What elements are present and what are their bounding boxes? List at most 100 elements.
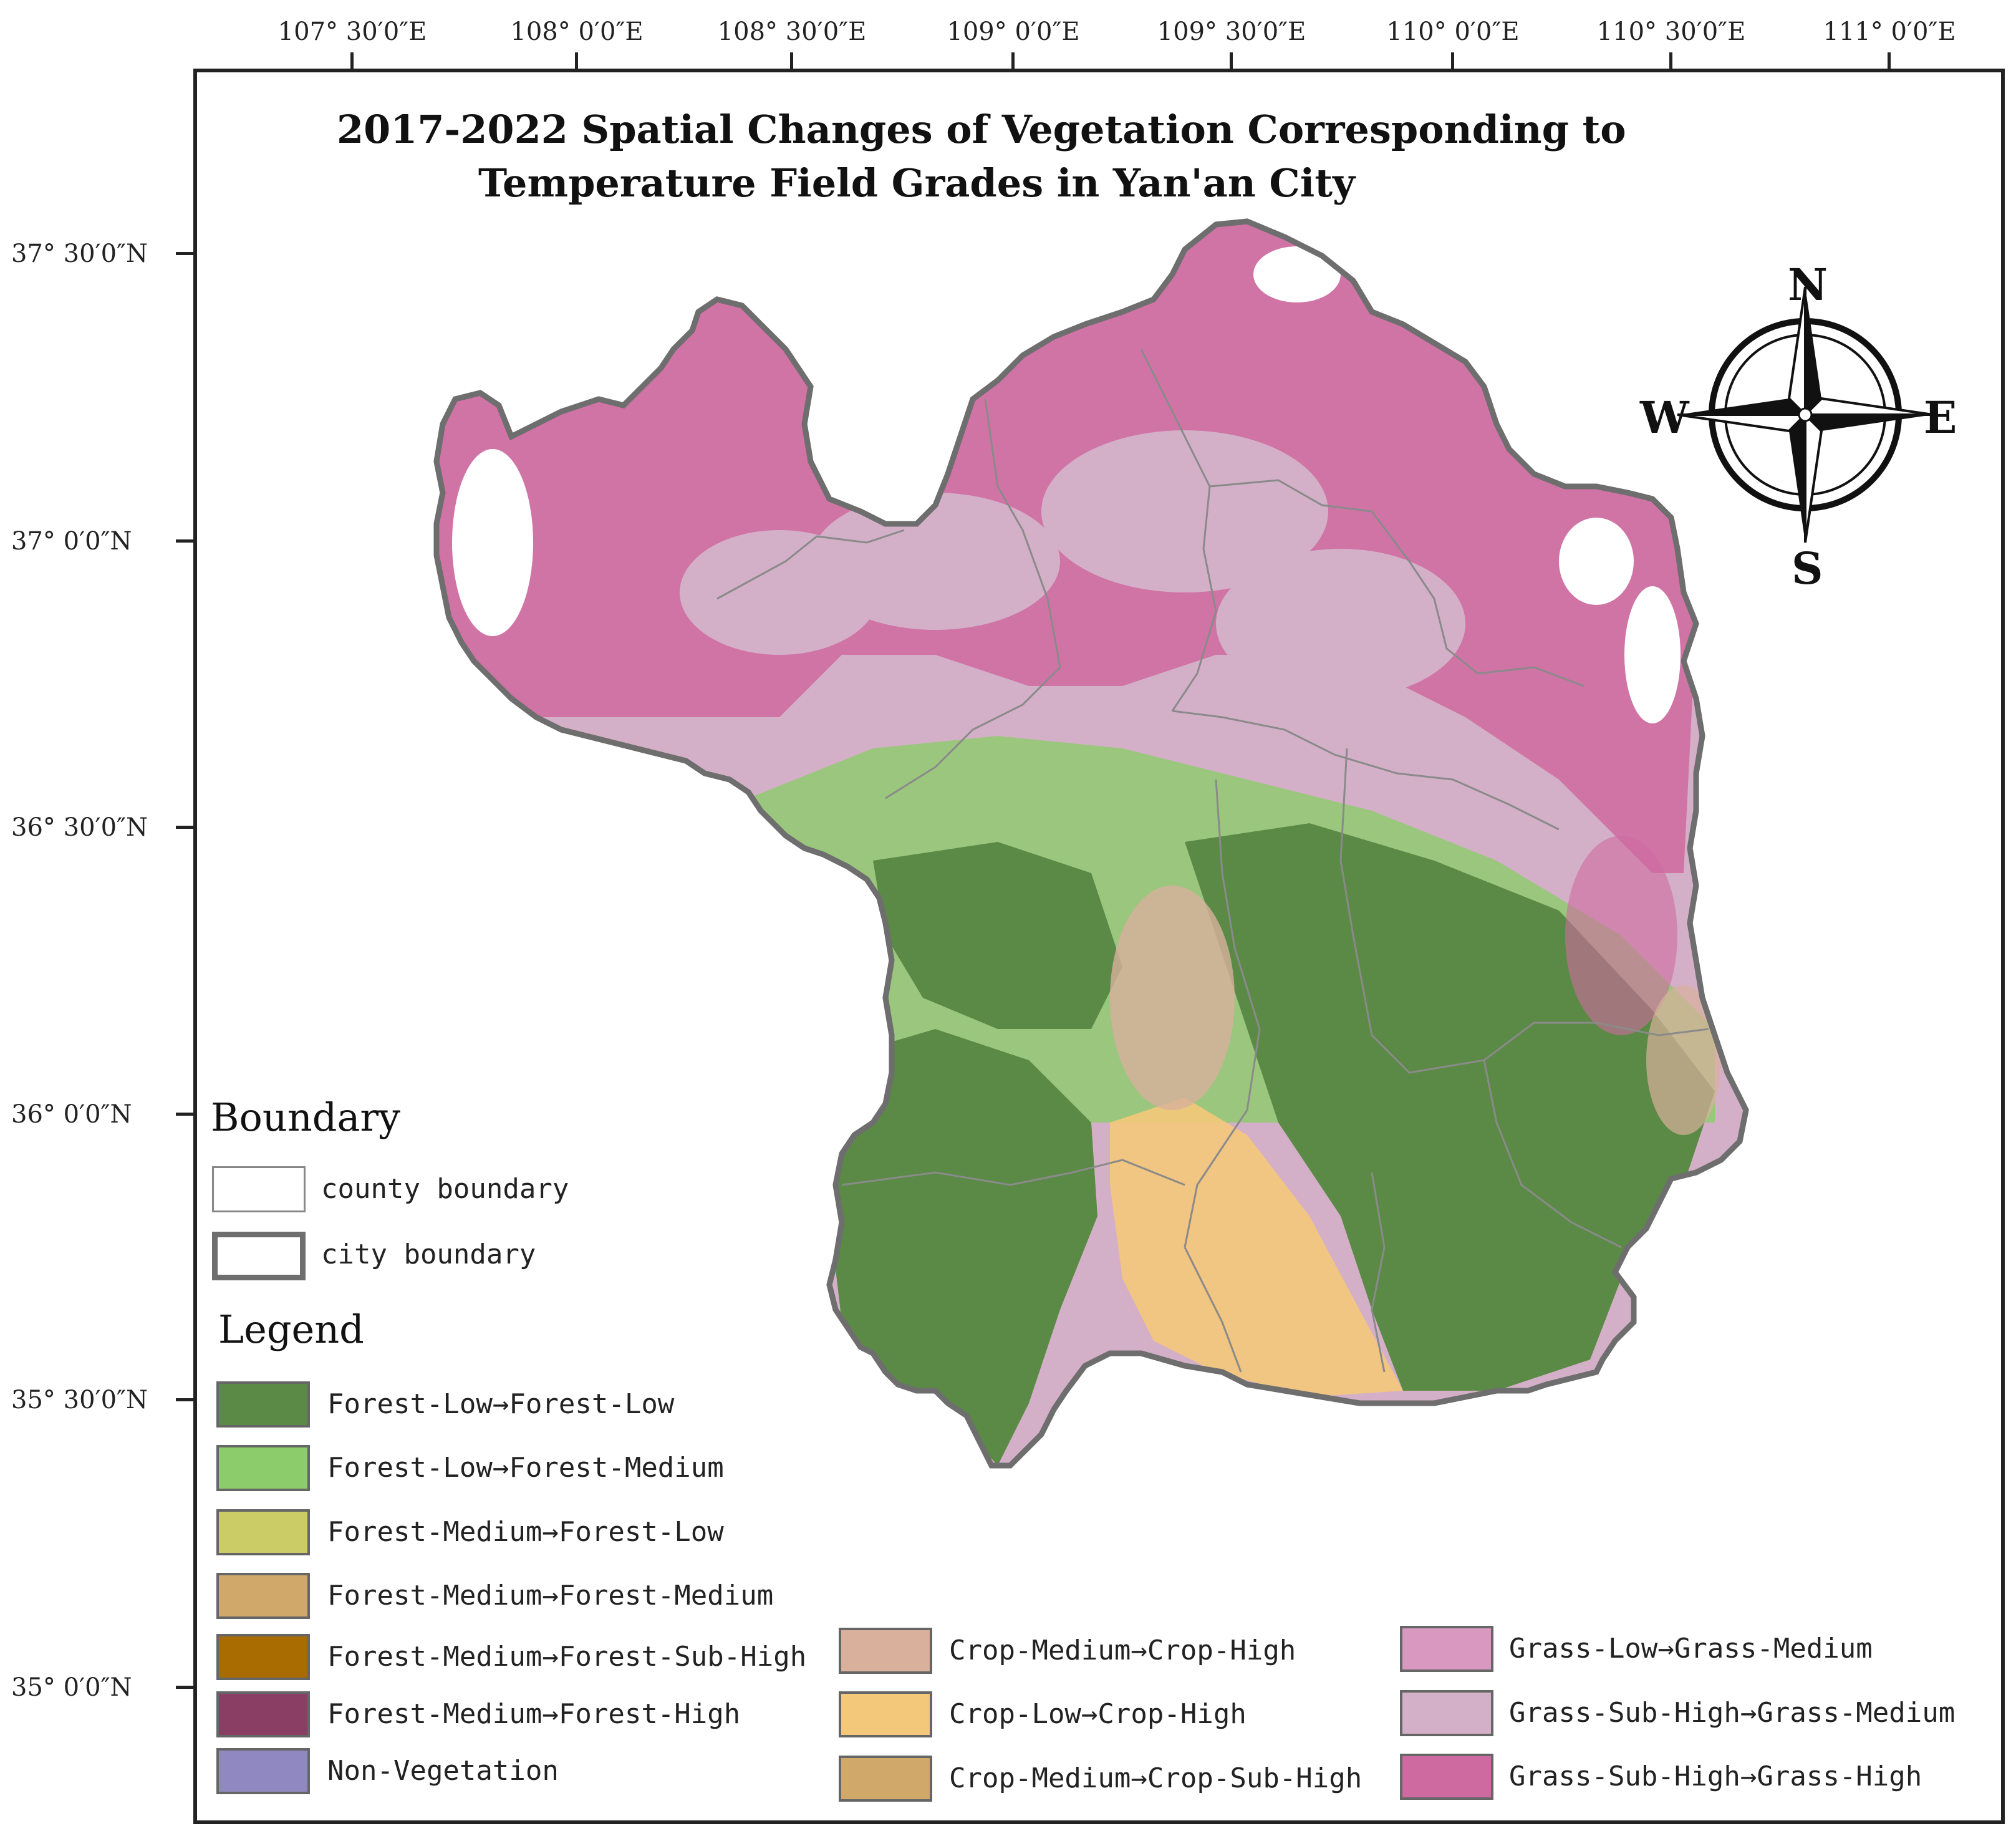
legend-label: Forest-Low→Forest-Low — [327, 1388, 675, 1420]
longitude-label: 109° 30′0″E — [1157, 17, 1306, 46]
boundary-legend-heading: Boundary — [211, 1094, 401, 1140]
legend-swatch — [216, 1573, 310, 1619]
longitude-tick — [350, 52, 354, 70]
county-boundaries — [716, 349, 1709, 1373]
legend-heading: Legend — [218, 1307, 364, 1352]
grass-medium-patch — [1041, 430, 1328, 592]
county-boundary-line — [716, 529, 905, 600]
legend-swatch — [839, 1691, 932, 1737]
latitude-label: 37° 0′0″N — [11, 527, 132, 556]
latitude-tick — [176, 1398, 195, 1401]
county-boundary-line — [1184, 779, 1261, 1248]
map-frame — [193, 69, 2005, 1824]
legend-label: Forest-Medium→Forest-High — [327, 1698, 741, 1730]
county-boundary-line — [885, 728, 974, 800]
legend-label: Forest-Low→Forest-Medium — [327, 1452, 724, 1484]
legend-swatch — [216, 1748, 310, 1794]
legend-label: Crop-Medium→Crop-Sub-High — [949, 1762, 1362, 1794]
county-boundary-line — [1339, 748, 1485, 1074]
legend-label: Grass-Sub-High→Grass-High — [1509, 1761, 1922, 1792]
white-patch — [452, 449, 533, 636]
city-boundary — [433, 218, 1749, 1469]
longitude-tick — [790, 52, 793, 70]
compass-south-point — [1789, 415, 1805, 543]
grass-medium-patch — [1216, 549, 1465, 698]
legend-swatch — [216, 1381, 310, 1428]
longitude-tick — [1230, 52, 1233, 70]
compass-west-point — [1677, 413, 1808, 433]
legend-swatch — [839, 1756, 932, 1802]
county-boundary-line — [1371, 1172, 1386, 1373]
white-patch — [1559, 518, 1634, 605]
county-boundary-line — [1209, 479, 1372, 513]
legend-label: Forest-Medium→Forest-Low — [327, 1516, 724, 1548]
longitude-label: 108° 30′0″E — [717, 17, 867, 46]
longitude-label: 110° 0′0″E — [1386, 17, 1520, 46]
legend-label: Crop-Low→Crop-High — [949, 1698, 1247, 1730]
compass-rose — [1677, 286, 1934, 543]
map-title-line-2: Temperature Field Grades in Yan'an City — [478, 160, 1355, 206]
longitude-tick — [1669, 52, 1672, 70]
city-boundary-label: city boundary — [321, 1239, 536, 1270]
legend-label: Crop-Medium→Crop-High — [949, 1635, 1296, 1666]
white-patch — [1253, 246, 1341, 302]
grass-medium-patch — [680, 530, 879, 655]
map-title: 2017-2022 Spatial Changes of Vegetation … — [337, 103, 1626, 210]
map-title-line-1: 2017-2022 Spatial Changes of Vegetation … — [337, 107, 1626, 152]
white-patch — [1624, 586, 1681, 723]
longitude-label: 110° 30′0″E — [1596, 17, 1746, 46]
longitude-label: 108° 0′0″E — [510, 17, 644, 46]
longitude-tick — [1011, 52, 1015, 70]
compass-south-label: S — [1792, 543, 1823, 594]
latitude-label: 35° 30′0″N — [11, 1386, 148, 1414]
county-boundary-line — [1483, 1022, 1709, 1061]
county-boundary-label: county boundary — [321, 1173, 569, 1205]
county-boundary-line — [1184, 1247, 1242, 1373]
county-boundary-line — [841, 1159, 1185, 1186]
forest-low-zone — [829, 1029, 1097, 1466]
latitude-label: 37° 30′0″N — [11, 239, 148, 268]
grass-sub-high-high-zone — [1565, 836, 1677, 1035]
county-boundary-line — [972, 399, 1061, 731]
latitude-label: 36° 30′0″N — [11, 813, 148, 842]
compass-south-point — [1804, 412, 1823, 543]
county-boundary-line — [1371, 511, 1584, 687]
legend-swatch — [1400, 1626, 1493, 1672]
legend-label: Forest-Medium→Forest-Medium — [327, 1580, 774, 1611]
legend-label: Forest-Medium→Forest-Sub-High — [327, 1641, 807, 1673]
compass-west-point — [1677, 399, 1805, 415]
legend-swatch — [1400, 1754, 1493, 1800]
city-boundary-swatch — [212, 1232, 306, 1280]
legend-label: Grass-Low→Grass-Medium — [1509, 1633, 1873, 1664]
longitude-label: 111° 0′0″E — [1823, 17, 1956, 46]
legend-swatch — [1400, 1690, 1493, 1736]
legend-label: Non-Vegetation — [327, 1755, 559, 1787]
county-boundary-line — [1483, 1060, 1622, 1249]
compass-center — [1798, 407, 1813, 422]
legend-swatch — [216, 1445, 310, 1491]
crop-medium-high-zone — [1110, 886, 1235, 1110]
crop-low-high-zone — [1110, 1098, 1403, 1397]
longitude-tick — [1451, 52, 1454, 70]
county-boundary-line — [1140, 349, 1217, 712]
county-boundary-swatch — [212, 1166, 306, 1212]
latitude-tick — [176, 252, 195, 255]
compass-east-label: E — [1924, 392, 1957, 443]
compass-east-point — [1805, 415, 1933, 431]
longitude-tick — [575, 52, 578, 70]
compass-east-point — [1802, 397, 1934, 416]
legend-swatch — [216, 1691, 310, 1737]
latitude-tick — [176, 539, 195, 543]
county-boundary-line — [1172, 710, 1560, 831]
latitude-tick — [176, 1686, 195, 1689]
compass-north-point — [1805, 287, 1821, 415]
latitude-label: 36° 0′0″N — [11, 1100, 132, 1129]
crop-medium-high-zone — [1646, 985, 1721, 1135]
latitude-tick — [176, 1113, 195, 1116]
compass-north-label: N — [1788, 259, 1828, 311]
legend-swatch — [216, 1509, 310, 1555]
legend-swatch — [216, 1634, 310, 1680]
longitude-label: 107° 30′0″E — [277, 17, 427, 46]
longitude-label: 109° 0′0″E — [947, 17, 1080, 46]
